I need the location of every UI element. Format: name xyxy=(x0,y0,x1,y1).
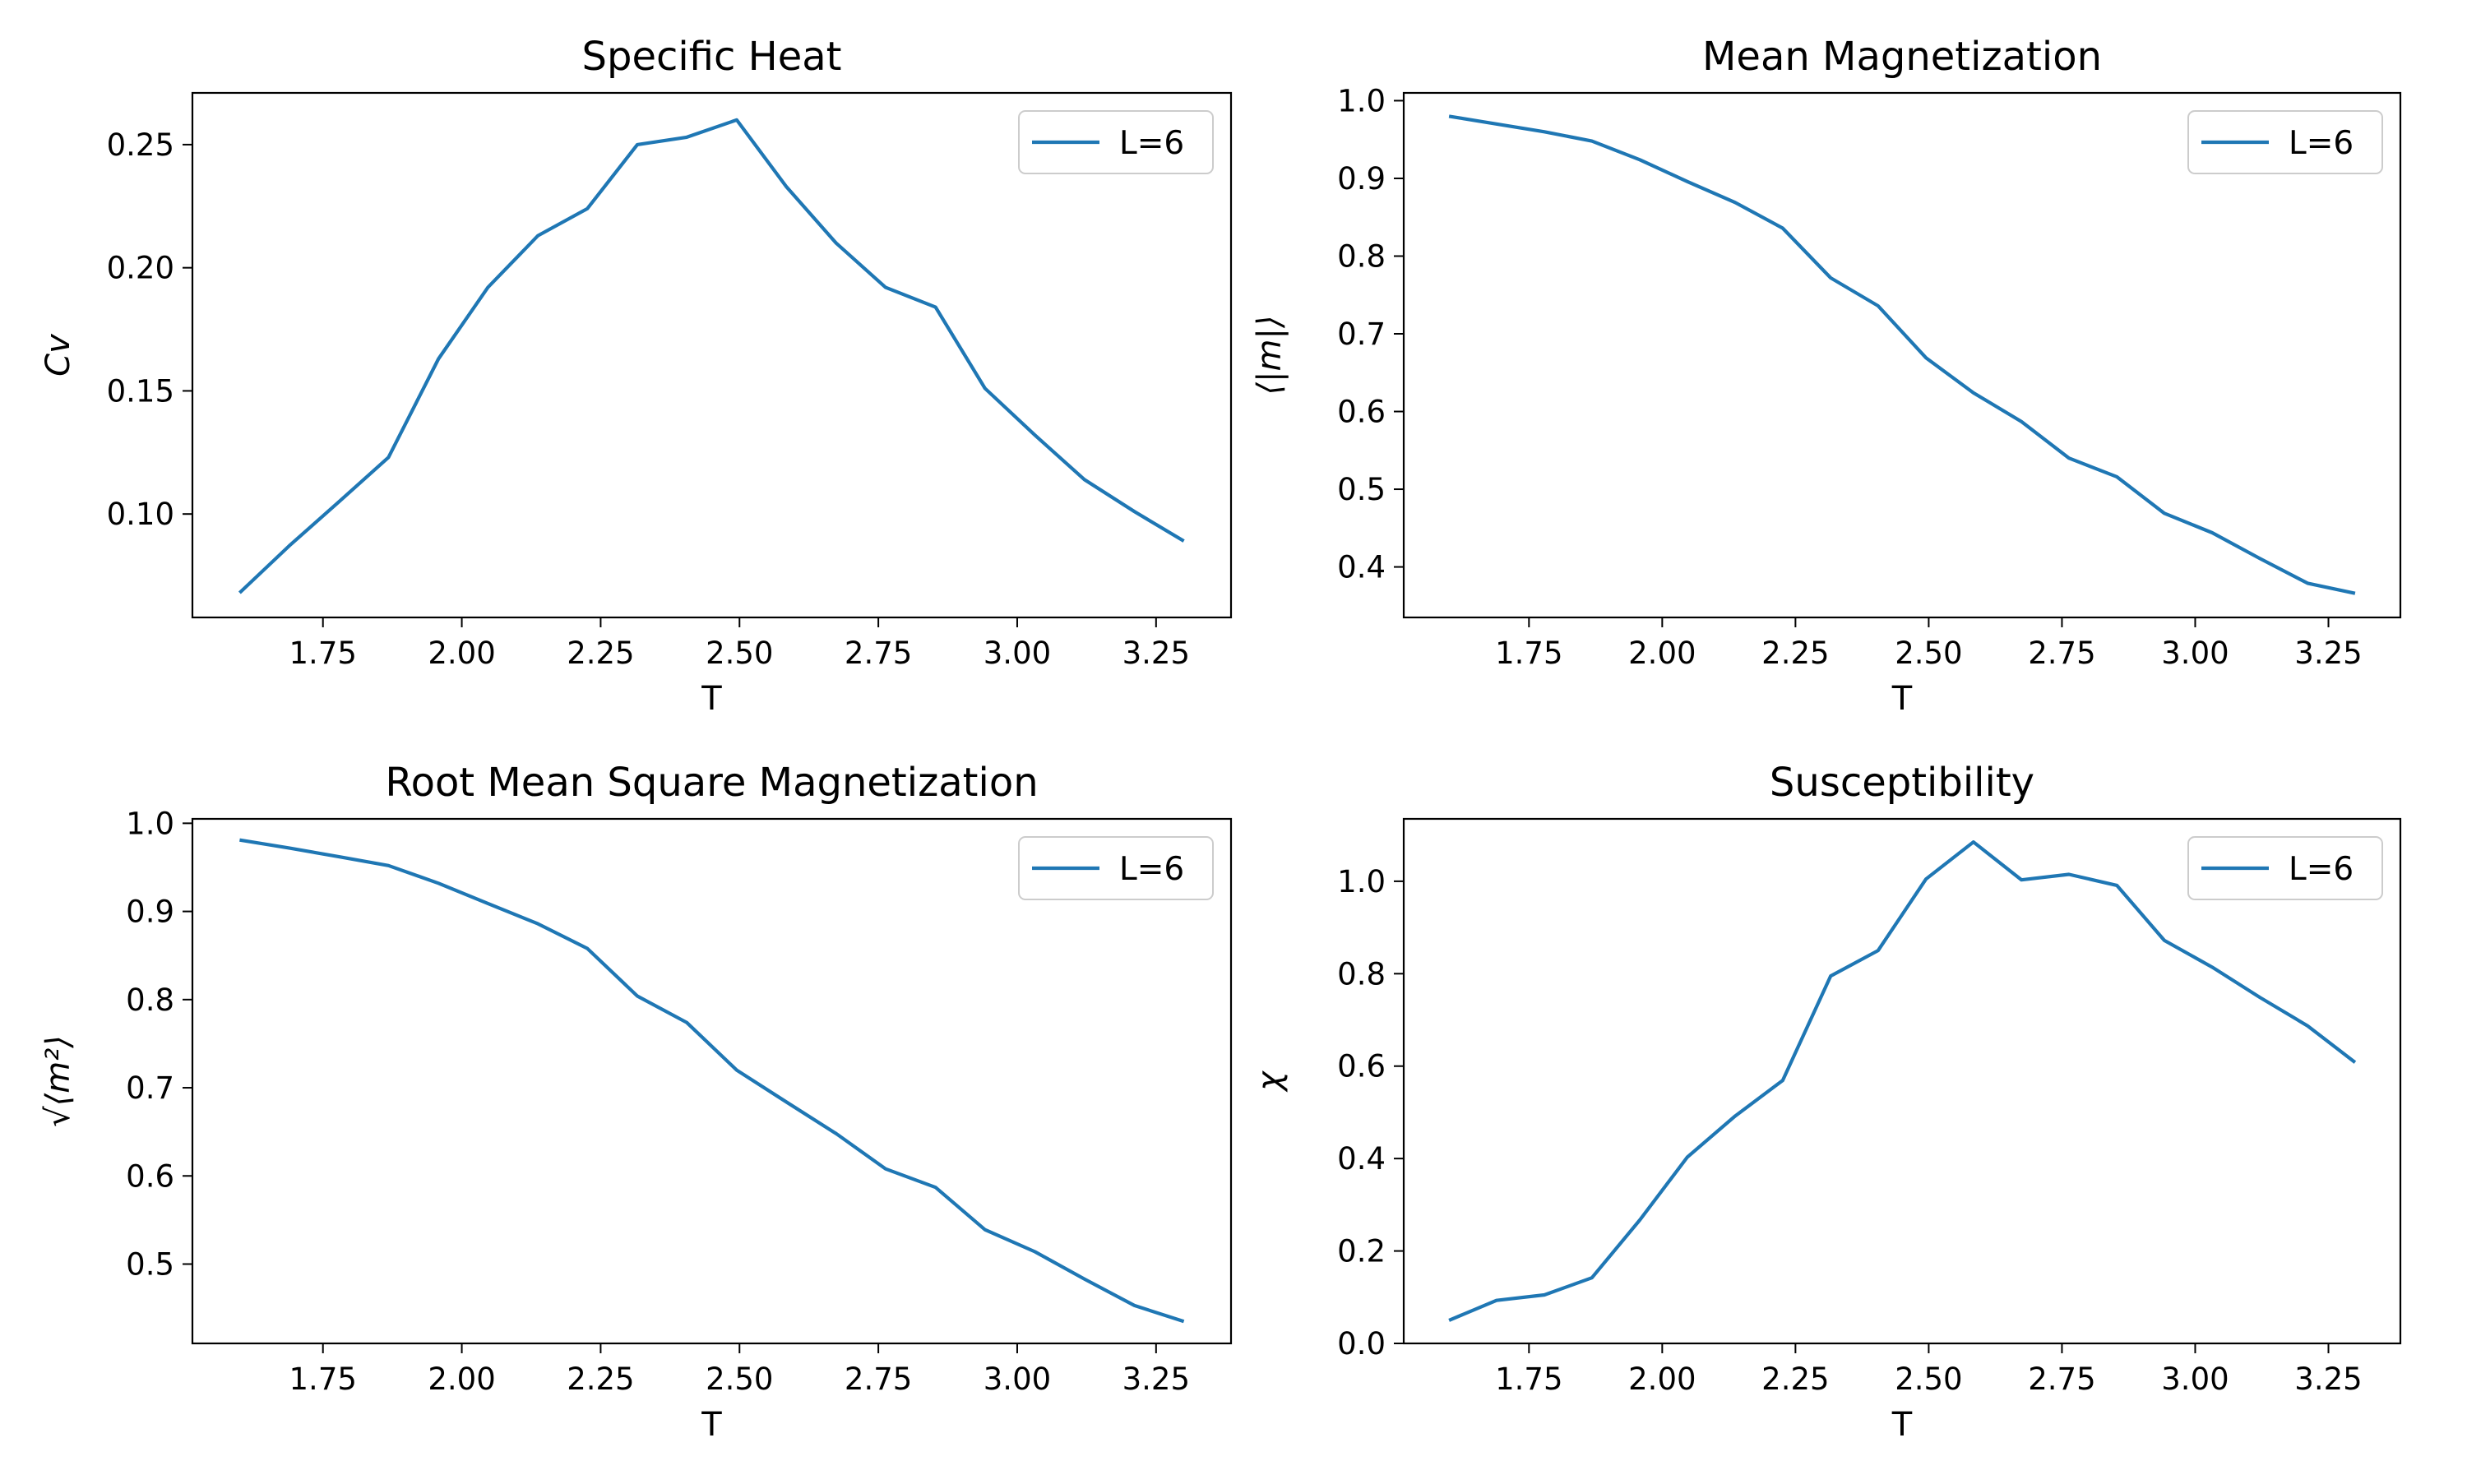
series-line xyxy=(239,838,1185,1324)
legend-label: L=6 xyxy=(1119,125,1184,162)
y-tick-label: 0.9 xyxy=(126,895,174,930)
y-tick-label: 0.15 xyxy=(107,373,174,409)
y-tick-label: 0.8 xyxy=(126,982,174,1018)
plot-area-frame xyxy=(1402,91,2402,619)
y-tick-label: 0.7 xyxy=(1337,317,1386,352)
legend-box xyxy=(2187,836,2383,900)
y-tick-label: 0.4 xyxy=(1337,1141,1386,1177)
legend-box xyxy=(1018,836,1214,900)
y-tick-label: 1.0 xyxy=(126,806,174,841)
plot-area-frame xyxy=(191,817,1233,1345)
chart-title: Susceptibility xyxy=(1770,760,2034,806)
legend-box xyxy=(1018,110,1214,174)
legend-label: L=6 xyxy=(2289,851,2354,888)
y-tick-label: 1.0 xyxy=(1337,864,1386,899)
y-tick-label: 0.4 xyxy=(1337,550,1386,585)
x-tick-label: 2.75 xyxy=(845,636,912,671)
plot-area-frame xyxy=(191,91,1233,619)
chart-title: Root Mean Square Magnetization xyxy=(385,760,1038,806)
x-tick-label: 1.75 xyxy=(1495,636,1562,671)
x-tick-label: 1.75 xyxy=(289,1361,357,1397)
y-tick-label: 0.7 xyxy=(126,1070,174,1106)
series-line xyxy=(1448,839,2357,1322)
x-tick-label: 2.75 xyxy=(845,1361,912,1397)
x-axis-label: T xyxy=(1891,1406,1913,1444)
x-tick-label: 2.00 xyxy=(428,636,495,671)
legend-box xyxy=(2187,110,2383,174)
y-tick-label: 0.6 xyxy=(1337,395,1386,430)
x-tick-label: 1.75 xyxy=(289,636,357,671)
series-line xyxy=(1448,114,2356,595)
x-tick-label: 2.75 xyxy=(2028,636,2095,671)
x-tick-label: 2.50 xyxy=(1895,1361,1962,1397)
x-tick-label: 2.50 xyxy=(1895,636,1962,671)
y-tick-label: 1.0 xyxy=(1337,83,1386,118)
x-tick-label: 2.50 xyxy=(706,636,773,671)
y-tick-label: 0.0 xyxy=(1337,1326,1386,1361)
x-axis-label: T xyxy=(701,1406,722,1444)
y-tick-label: 0.10 xyxy=(107,497,174,532)
chart-specific-heat: Specific Heat 1.75 2.00 2.25 2.50 2.75 3.00 3.2… xyxy=(39,34,1233,718)
y-tick-label: 0.5 xyxy=(126,1246,174,1282)
x-tick-label: 2.25 xyxy=(1761,1361,1829,1397)
x-tick-label: 2.00 xyxy=(428,1361,495,1397)
chart-mean-magnetization: Mean Magnetization 1.75 2.00 2.25 2.50 2.75 3.… xyxy=(1251,34,2402,718)
y-tick-label: 0.6 xyxy=(1337,1049,1386,1084)
x-axis-label: T xyxy=(701,680,722,718)
y-tick-label: 0.2 xyxy=(1337,1234,1386,1269)
y-tick-label: 0.25 xyxy=(107,127,174,163)
legend: L=6 xyxy=(1018,110,1214,174)
y-tick-label: 0.5 xyxy=(1337,472,1386,507)
x-tick-label: 3.25 xyxy=(1122,1361,1190,1397)
legend-label: L=6 xyxy=(1119,851,1184,888)
x-tick-label: 3.25 xyxy=(2294,636,2362,671)
x-tick-label: 2.25 xyxy=(567,636,634,671)
y-axis-label: ⟨|m|⟩ xyxy=(1251,315,1289,395)
y-axis-label: √⟨m²⟩ xyxy=(39,1035,77,1127)
x-tick-label: 3.25 xyxy=(1122,636,1190,671)
x-axis-label: T xyxy=(1891,680,1913,718)
x-tick-label: 3.00 xyxy=(2161,636,2229,671)
x-tick-label: 3.00 xyxy=(984,636,1051,671)
legend-label: L=6 xyxy=(2289,125,2354,162)
y-axis-label: Cv xyxy=(39,333,77,377)
y-tick-label: 0.9 xyxy=(1337,161,1386,196)
chart-susceptibility: Susceptibility 1.75 2.00 2.25 2.50 2.75 3.00 3.… xyxy=(1251,760,2402,1444)
y-tick-label: 0.20 xyxy=(107,251,174,286)
x-tick-label: 2.25 xyxy=(1761,636,1829,671)
series-line xyxy=(238,118,1185,594)
x-tick-label: 2.00 xyxy=(1628,636,1696,671)
chart-title: Specific Heat xyxy=(582,34,842,80)
x-tick-label: 3.00 xyxy=(984,1361,1051,1397)
x-tick-label: 2.75 xyxy=(2028,1361,2095,1397)
x-tick-label: 2.25 xyxy=(567,1361,634,1397)
y-tick-label: 0.6 xyxy=(126,1158,174,1194)
legend: L=6 xyxy=(2187,110,2383,174)
x-tick-label: 2.50 xyxy=(706,1361,773,1397)
x-tick-label: 2.00 xyxy=(1628,1361,1696,1397)
x-tick-label: 1.75 xyxy=(1495,1361,1562,1397)
plot-area-frame xyxy=(1402,817,2402,1345)
y-axis-label: χ xyxy=(1251,1070,1289,1093)
y-tick-label: 0.8 xyxy=(1337,956,1386,992)
legend: L=6 xyxy=(2187,836,2383,900)
legend: L=6 xyxy=(1018,836,1214,900)
chart-rms-magnetization: Root Mean Square Magnetization 1.75 2.00 2.… xyxy=(39,760,1233,1444)
x-tick-label: 3.00 xyxy=(2161,1361,2229,1397)
chart-title: Mean Magnetization xyxy=(1702,34,2102,80)
y-tick-label: 0.8 xyxy=(1337,238,1386,274)
x-tick-label: 3.25 xyxy=(2294,1361,2362,1397)
